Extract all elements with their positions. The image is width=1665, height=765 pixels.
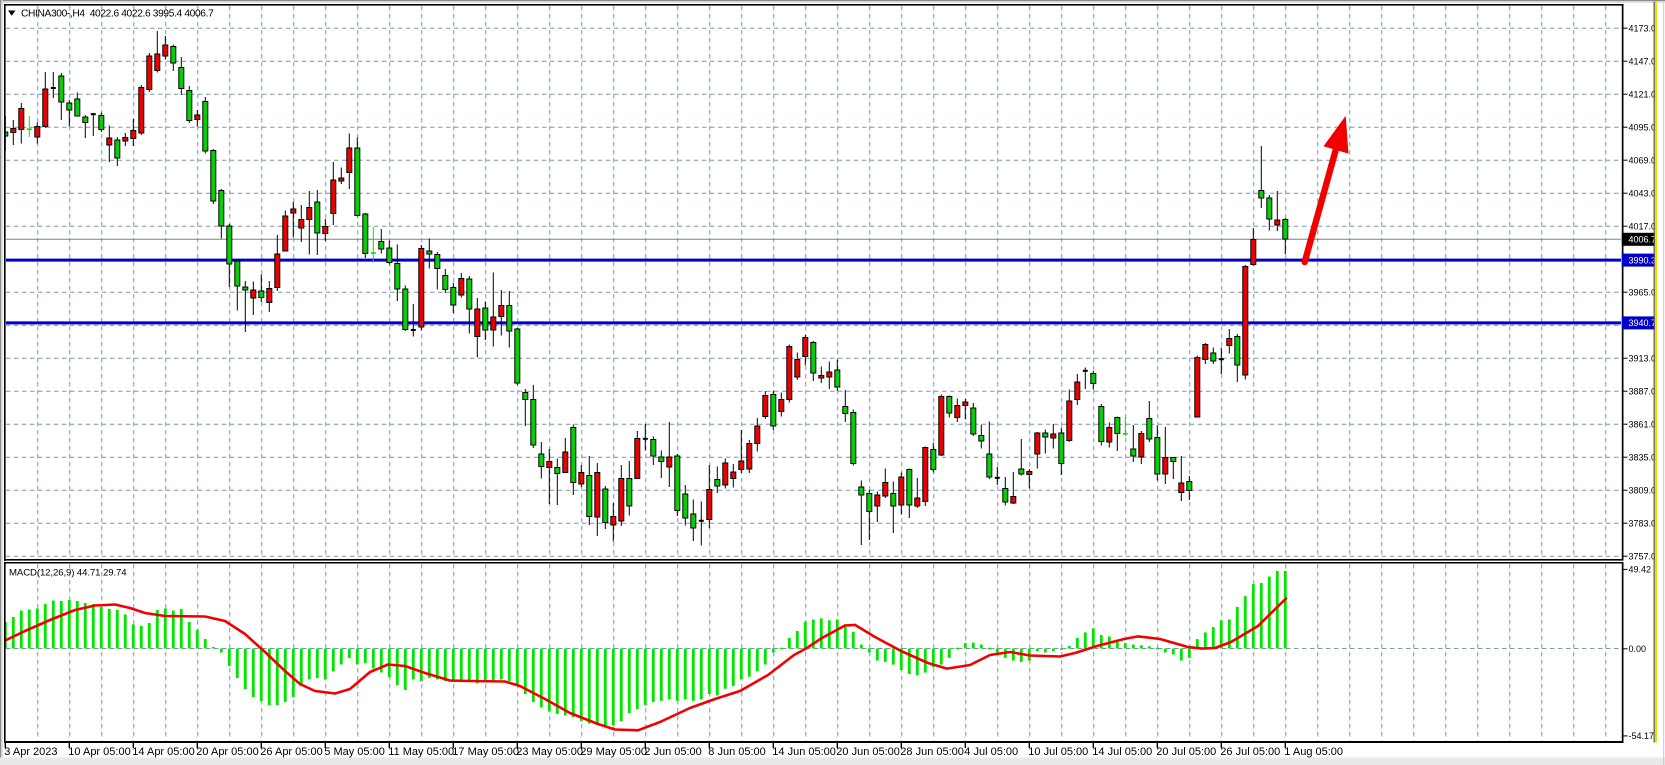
- svg-text:3809.0: 3809.0: [1629, 486, 1657, 496]
- svg-text:-54.17: -54.17: [1629, 731, 1655, 741]
- svg-text:2 Jun 05:00: 2 Jun 05:00: [644, 746, 702, 758]
- svg-text:MACD(12,26,9) 44.71 29.74: MACD(12,26,9) 44.71 29.74: [9, 568, 127, 579]
- svg-text:0.00: 0.00: [1629, 644, 1647, 654]
- svg-text:4017.0: 4017.0: [1629, 222, 1657, 232]
- svg-text:4095.0: 4095.0: [1629, 123, 1657, 133]
- svg-text:3835.0: 3835.0: [1629, 453, 1657, 463]
- svg-text:17 May 05:00: 17 May 05:00: [452, 746, 519, 758]
- svg-text:3913.0: 3913.0: [1629, 354, 1657, 364]
- svg-text:3940.7: 3940.7: [1629, 318, 1657, 328]
- svg-text:14 Jun 05:00: 14 Jun 05:00: [772, 746, 836, 758]
- svg-text:3783.0: 3783.0: [1629, 519, 1657, 529]
- svg-text:23 May 05:00: 23 May 05:00: [516, 746, 583, 758]
- svg-text:4121.0: 4121.0: [1629, 90, 1657, 100]
- svg-text:49.42: 49.42: [1629, 565, 1652, 575]
- svg-text:1 Aug 05:00: 1 Aug 05:00: [1284, 746, 1343, 758]
- svg-text:10 Apr 05:00: 10 Apr 05:00: [68, 746, 130, 758]
- svg-text:28 Jun 05:00: 28 Jun 05:00: [900, 746, 964, 758]
- svg-text:3887.0: 3887.0: [1629, 387, 1657, 397]
- svg-text:20 Jul 05:00: 20 Jul 05:00: [1156, 746, 1216, 758]
- svg-text:3861.0: 3861.0: [1629, 420, 1657, 430]
- svg-text:5 May 05:00: 5 May 05:00: [324, 746, 385, 758]
- svg-text:4 Jul 05:00: 4 Jul 05:00: [964, 746, 1018, 758]
- svg-text:14 Jul 05:00: 14 Jul 05:00: [1092, 746, 1152, 758]
- svg-text:10 Jul 05:00: 10 Jul 05:00: [1028, 746, 1088, 758]
- svg-text:8 Jun 05:00: 8 Jun 05:00: [708, 746, 766, 758]
- svg-text:29 May 05:00: 29 May 05:00: [580, 746, 647, 758]
- svg-text:3990.3: 3990.3: [1629, 255, 1657, 265]
- svg-text:4043.0: 4043.0: [1629, 189, 1657, 199]
- svg-text:26 Apr 05:00: 26 Apr 05:00: [260, 746, 322, 758]
- svg-text:26 Jul 05:00: 26 Jul 05:00: [1220, 746, 1280, 758]
- svg-text:4147.0: 4147.0: [1629, 57, 1657, 67]
- svg-text:4069.0: 4069.0: [1629, 156, 1657, 166]
- svg-text:14 Apr 05:00: 14 Apr 05:00: [132, 746, 194, 758]
- svg-text:4173.0: 4173.0: [1629, 24, 1657, 34]
- svg-text:20 Apr 05:00: 20 Apr 05:00: [196, 746, 258, 758]
- svg-text:CHINA300-,H4 4022.6 4022.6 39: CHINA300-,H4 4022.6 4022.6 3995.4 4006.7: [21, 8, 214, 19]
- svg-text:20 Jun 05:00: 20 Jun 05:00: [836, 746, 900, 758]
- svg-text:4006.7: 4006.7: [1629, 235, 1657, 245]
- svg-text:3 Apr 2023: 3 Apr 2023: [4, 746, 57, 758]
- svg-text:3757.0: 3757.0: [1629, 552, 1657, 562]
- svg-text:11 May 05:00: 11 May 05:00: [388, 746, 454, 758]
- svg-text:3965.0: 3965.0: [1629, 288, 1657, 298]
